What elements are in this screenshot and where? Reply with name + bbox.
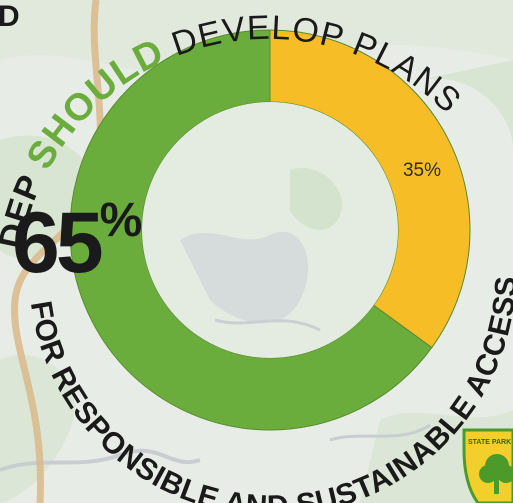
big-percentage-number: 65 <box>12 195 102 291</box>
tree-icon <box>479 454 513 494</box>
badge-text: STATE PARK <box>468 439 511 446</box>
donut-chart <box>69 29 471 431</box>
corner-letter: D <box>0 0 20 33</box>
water-stream <box>329 423 431 442</box>
water-stream <box>0 448 201 472</box>
road-line <box>11 0 104 503</box>
big-percentage-symbol: % <box>100 194 143 247</box>
state-park-badge: STATE PARK <box>462 428 513 503</box>
big-percentage: 65% <box>12 194 142 291</box>
slice-label-other: 35% <box>403 160 441 181</box>
inner-map-detail <box>180 168 342 332</box>
donut-hole <box>142 102 398 358</box>
